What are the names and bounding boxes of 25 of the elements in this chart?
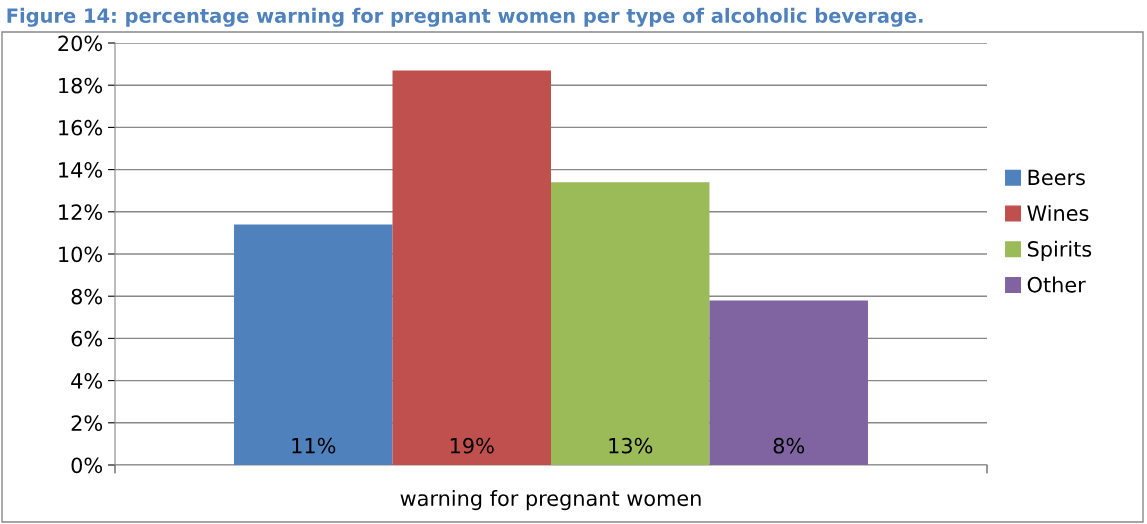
bar [709,300,868,465]
data-label: 19% [450,437,494,454]
data-label: 13% [609,437,653,454]
bar [551,182,710,465]
legend-label: Wines [1027,204,1089,222]
y-tick-label: 10% [59,246,103,263]
y-tick-label: 20% [58,35,103,52]
y-tick-label: 18% [59,77,103,94]
y-tick-label: 0% [71,457,103,474]
legend-label: Other [1027,276,1086,293]
data-label: 11% [292,437,336,454]
legend-label: Spirits [1027,240,1092,261]
y-tick-label: 12% [59,204,103,221]
bar [392,70,551,465]
legend-label: Beers [1028,169,1085,186]
y-tick-label: 8% [71,288,103,305]
data-label: 8% [773,437,805,454]
y-tick-label: 14% [59,162,103,178]
x-tick-label: warning for pregnant women [400,490,701,511]
y-tick-label: 4% [71,373,103,389]
chart-title: Figure 14: percentage warning for pregnant women per type of alcoholic beverage. [7,7,923,27]
bar [234,224,393,465]
y-tick-label: 6% [71,330,103,347]
y-tick-label: 2% [71,415,103,432]
y-tick-label: 16% [59,119,103,136]
